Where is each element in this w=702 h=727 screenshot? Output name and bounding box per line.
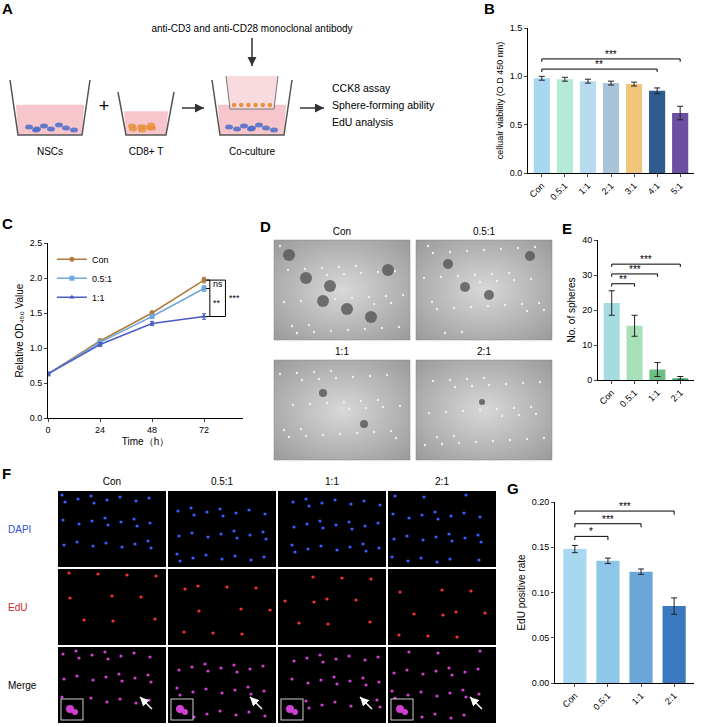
svg-text:0.5:1: 0.5:1 xyxy=(473,226,496,237)
svg-text:2:1: 2:1 xyxy=(600,181,616,197)
svg-text:EdU positive rate: EdU positive rate xyxy=(516,554,527,631)
svg-text:20: 20 xyxy=(582,305,592,315)
svg-text:1:1: 1:1 xyxy=(325,476,339,487)
svg-text:Con: Con xyxy=(561,691,580,710)
svg-text:4:1: 4:1 xyxy=(646,181,662,197)
svg-text:**: ** xyxy=(595,59,603,70)
html-text:F: F xyxy=(2,465,12,482)
svg-text:0.5:1: 0.5:1 xyxy=(618,388,639,409)
svg-text:Merge: Merge xyxy=(8,680,37,691)
svg-text:2:1: 2:1 xyxy=(669,388,685,404)
svg-text:Con: Con xyxy=(598,388,617,407)
html-text:B: B xyxy=(484,0,495,17)
svg-text:anti-CD3 and anti-CD28 monoclo: anti-CD3 and anti-CD28 monoclonal antibo… xyxy=(151,23,352,34)
svg-text:0.0: 0.0 xyxy=(510,168,523,178)
html-text:A: A xyxy=(2,0,13,17)
svg-text:1:1: 1:1 xyxy=(630,691,646,707)
html-text:G: G xyxy=(507,480,519,497)
svg-text:0: 0 xyxy=(587,375,592,385)
svg-text:1:1: 1:1 xyxy=(577,181,593,197)
svg-text:1:1: 1:1 xyxy=(335,346,349,357)
svg-text:0.0: 0.0 xyxy=(30,413,43,423)
svg-text:0.5: 0.5 xyxy=(510,120,523,130)
svg-text:***: *** xyxy=(619,501,631,512)
svg-text:10: 10 xyxy=(582,340,592,350)
svg-text:*: * xyxy=(589,526,593,537)
svg-text:***: *** xyxy=(629,264,641,275)
svg-text:***: *** xyxy=(605,49,617,60)
svg-text:2:1: 2:1 xyxy=(663,691,679,707)
svg-text:Relative OD₄₅₀ Value: Relative OD₄₅₀ Value xyxy=(14,283,25,377)
svg-text:Co-culture: Co-culture xyxy=(229,146,276,157)
svg-text:3:1: 3:1 xyxy=(623,181,639,197)
svg-text:1:1: 1:1 xyxy=(646,388,662,404)
svg-text:1:1: 1:1 xyxy=(92,293,105,303)
html-text:E: E xyxy=(562,220,572,237)
svg-text:0.5:1: 0.5:1 xyxy=(548,181,569,202)
svg-text:2.0: 2.0 xyxy=(30,273,43,283)
svg-text:Con: Con xyxy=(103,476,121,487)
svg-text:0.5:1: 0.5:1 xyxy=(211,476,234,487)
svg-text:**: ** xyxy=(619,274,627,285)
svg-text:2:1: 2:1 xyxy=(435,476,449,487)
svg-text:ns: ns xyxy=(213,279,223,289)
svg-text:***: *** xyxy=(229,293,240,303)
svg-text:Time（h）: Time（h） xyxy=(122,436,169,447)
svg-text:DAPI: DAPI xyxy=(8,524,31,535)
svg-text:***: *** xyxy=(602,514,614,525)
svg-text:0: 0 xyxy=(45,425,50,435)
svg-text:48: 48 xyxy=(147,425,157,435)
html-text:D: D xyxy=(260,218,271,235)
svg-text:Con: Con xyxy=(528,181,547,200)
svg-text:40: 40 xyxy=(582,235,592,245)
svg-text:1.0: 1.0 xyxy=(30,343,43,353)
svg-text:0.5:1: 0.5:1 xyxy=(591,691,612,712)
html-text:C: C xyxy=(2,215,13,232)
svg-text:cellualr viability (O.D 450 nm: cellualr viability (O.D 450 nm) xyxy=(495,42,505,160)
svg-text:**: ** xyxy=(213,298,221,308)
svg-text:Con: Con xyxy=(333,226,351,237)
svg-text:CD8+ T: CD8+ T xyxy=(129,146,164,157)
svg-text:CCK8 assay: CCK8 assay xyxy=(332,82,391,94)
svg-text:24: 24 xyxy=(95,425,105,435)
svg-text:0.00: 0.00 xyxy=(532,678,550,688)
svg-text:EdU analysis: EdU analysis xyxy=(332,116,393,128)
svg-text:0.10: 0.10 xyxy=(532,588,550,598)
svg-text:72: 72 xyxy=(199,425,209,435)
svg-text:30: 30 xyxy=(582,270,592,280)
svg-text:NSCs: NSCs xyxy=(37,146,63,157)
svg-text:0.05: 0.05 xyxy=(532,633,550,643)
svg-text:2:1: 2:1 xyxy=(477,346,491,357)
svg-text:1.5: 1.5 xyxy=(30,308,43,318)
svg-text:0.20: 0.20 xyxy=(532,497,550,507)
svg-text:Con: Con xyxy=(92,255,109,265)
svg-text:0.15: 0.15 xyxy=(532,542,550,552)
svg-text:2.5: 2.5 xyxy=(30,238,43,248)
svg-text:0.5:1: 0.5:1 xyxy=(92,274,112,284)
svg-text:Sphere-forming ability: Sphere-forming ability xyxy=(332,99,435,111)
svg-text:0.5: 0.5 xyxy=(30,378,43,388)
svg-text:***: *** xyxy=(640,254,652,265)
svg-text:1.5: 1.5 xyxy=(510,23,523,33)
svg-text:+: + xyxy=(99,96,110,116)
svg-text:1.0: 1.0 xyxy=(510,71,523,81)
svg-text:EdU: EdU xyxy=(8,602,27,613)
svg-text:No. of spheres: No. of spheres xyxy=(566,277,577,342)
svg-text:5:1: 5:1 xyxy=(669,181,685,197)
